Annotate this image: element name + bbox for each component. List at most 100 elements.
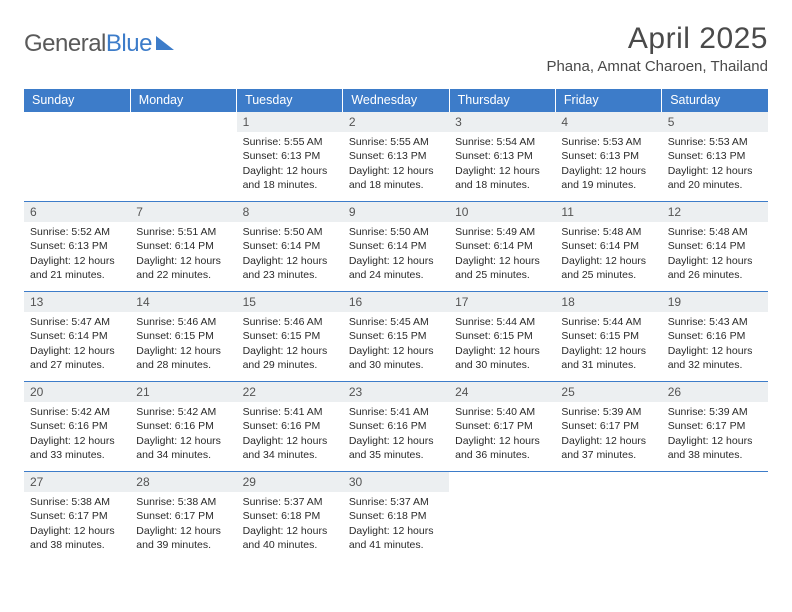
day-details: Sunrise: 5:46 AMSunset: 6:15 PMDaylight:… bbox=[130, 312, 236, 376]
day-number: 22 bbox=[237, 382, 343, 402]
day-details: Sunrise: 5:37 AMSunset: 6:18 PMDaylight:… bbox=[343, 492, 449, 556]
sunset-line: Sunset: 6:16 PM bbox=[668, 329, 762, 343]
day-number: 27 bbox=[24, 472, 130, 492]
calendar-day-cell: 11Sunrise: 5:48 AMSunset: 6:14 PMDayligh… bbox=[555, 202, 661, 292]
sunrise-line: Sunrise: 5:55 AM bbox=[243, 135, 337, 149]
sunset-line: Sunset: 6:17 PM bbox=[30, 509, 124, 523]
calendar-day-cell: .. bbox=[130, 112, 236, 202]
sunrise-line: Sunrise: 5:38 AM bbox=[30, 495, 124, 509]
day-number: 10 bbox=[449, 202, 555, 222]
day-details: Sunrise: 5:41 AMSunset: 6:16 PMDaylight:… bbox=[343, 402, 449, 466]
sunset-line: Sunset: 6:18 PM bbox=[349, 509, 443, 523]
day-details: Sunrise: 5:46 AMSunset: 6:15 PMDaylight:… bbox=[237, 312, 343, 376]
calendar-day-cell: .. bbox=[24, 112, 130, 202]
sunset-line: Sunset: 6:15 PM bbox=[455, 329, 549, 343]
day-number: 25 bbox=[555, 382, 661, 402]
calendar-day-cell: 12Sunrise: 5:48 AMSunset: 6:14 PMDayligh… bbox=[662, 202, 768, 292]
daylight-line: Daylight: 12 hours and 28 minutes. bbox=[136, 344, 230, 372]
day-details: Sunrise: 5:44 AMSunset: 6:15 PMDaylight:… bbox=[555, 312, 661, 376]
calendar-day-cell: 17Sunrise: 5:44 AMSunset: 6:15 PMDayligh… bbox=[449, 292, 555, 382]
day-number: 13 bbox=[24, 292, 130, 312]
sunrise-line: Sunrise: 5:50 AM bbox=[349, 225, 443, 239]
calendar-day-cell: 23Sunrise: 5:41 AMSunset: 6:16 PMDayligh… bbox=[343, 382, 449, 472]
calendar-day-cell: 9Sunrise: 5:50 AMSunset: 6:14 PMDaylight… bbox=[343, 202, 449, 292]
sunset-line: Sunset: 6:13 PM bbox=[668, 149, 762, 163]
calendar-header-row: SundayMondayTuesdayWednesdayThursdayFrid… bbox=[24, 89, 768, 112]
day-number: 14 bbox=[130, 292, 236, 312]
sunset-line: Sunset: 6:13 PM bbox=[243, 149, 337, 163]
calendar-day-cell: 7Sunrise: 5:51 AMSunset: 6:14 PMDaylight… bbox=[130, 202, 236, 292]
calendar-day-cell: 25Sunrise: 5:39 AMSunset: 6:17 PMDayligh… bbox=[555, 382, 661, 472]
daylight-line: Daylight: 12 hours and 34 minutes. bbox=[136, 434, 230, 462]
sunrise-line: Sunrise: 5:49 AM bbox=[455, 225, 549, 239]
sunrise-line: Sunrise: 5:54 AM bbox=[455, 135, 549, 149]
daylight-line: Daylight: 12 hours and 19 minutes. bbox=[561, 164, 655, 192]
calendar-day-cell: 26Sunrise: 5:39 AMSunset: 6:17 PMDayligh… bbox=[662, 382, 768, 472]
daylight-line: Daylight: 12 hours and 36 minutes. bbox=[455, 434, 549, 462]
sunrise-line: Sunrise: 5:38 AM bbox=[136, 495, 230, 509]
day-number: 28 bbox=[130, 472, 236, 492]
calendar-day-cell: 16Sunrise: 5:45 AMSunset: 6:15 PMDayligh… bbox=[343, 292, 449, 382]
daylight-line: Daylight: 12 hours and 30 minutes. bbox=[349, 344, 443, 372]
calendar-day-cell: 29Sunrise: 5:37 AMSunset: 6:18 PMDayligh… bbox=[237, 472, 343, 562]
calendar-week-row: 27Sunrise: 5:38 AMSunset: 6:17 PMDayligh… bbox=[24, 472, 768, 562]
calendar-day-cell: 20Sunrise: 5:42 AMSunset: 6:16 PMDayligh… bbox=[24, 382, 130, 472]
day-details: Sunrise: 5:53 AMSunset: 6:13 PMDaylight:… bbox=[662, 132, 768, 196]
sunrise-line: Sunrise: 5:48 AM bbox=[561, 225, 655, 239]
sunset-line: Sunset: 6:16 PM bbox=[349, 419, 443, 433]
day-number: 30 bbox=[343, 472, 449, 492]
sunset-line: Sunset: 6:17 PM bbox=[561, 419, 655, 433]
day-details: Sunrise: 5:55 AMSunset: 6:13 PMDaylight:… bbox=[237, 132, 343, 196]
calendar-day-cell: 6Sunrise: 5:52 AMSunset: 6:13 PMDaylight… bbox=[24, 202, 130, 292]
daylight-line: Daylight: 12 hours and 29 minutes. bbox=[243, 344, 337, 372]
calendar-day-cell: 22Sunrise: 5:41 AMSunset: 6:16 PMDayligh… bbox=[237, 382, 343, 472]
day-details: Sunrise: 5:47 AMSunset: 6:14 PMDaylight:… bbox=[24, 312, 130, 376]
day-number: 15 bbox=[237, 292, 343, 312]
calendar-week-row: ....1Sunrise: 5:55 AMSunset: 6:13 PMDayl… bbox=[24, 112, 768, 202]
day-details: Sunrise: 5:39 AMSunset: 6:17 PMDaylight:… bbox=[555, 402, 661, 466]
day-details: Sunrise: 5:48 AMSunset: 6:14 PMDaylight:… bbox=[555, 222, 661, 286]
day-number: 1 bbox=[237, 112, 343, 132]
daylight-line: Daylight: 12 hours and 33 minutes. bbox=[30, 434, 124, 462]
sunset-line: Sunset: 6:16 PM bbox=[30, 419, 124, 433]
daylight-line: Daylight: 12 hours and 22 minutes. bbox=[136, 254, 230, 282]
day-details: Sunrise: 5:39 AMSunset: 6:17 PMDaylight:… bbox=[662, 402, 768, 466]
day-number: 20 bbox=[24, 382, 130, 402]
daylight-line: Daylight: 12 hours and 38 minutes. bbox=[30, 524, 124, 552]
sunset-line: Sunset: 6:14 PM bbox=[136, 239, 230, 253]
day-details: Sunrise: 5:38 AMSunset: 6:17 PMDaylight:… bbox=[24, 492, 130, 556]
calendar-day-cell: 13Sunrise: 5:47 AMSunset: 6:14 PMDayligh… bbox=[24, 292, 130, 382]
day-details: Sunrise: 5:52 AMSunset: 6:13 PMDaylight:… bbox=[24, 222, 130, 286]
calendar-table: SundayMondayTuesdayWednesdayThursdayFrid… bbox=[24, 89, 768, 562]
daylight-line: Daylight: 12 hours and 37 minutes. bbox=[561, 434, 655, 462]
title-block: April 2025 Phana, Amnat Charoen, Thailan… bbox=[546, 22, 768, 75]
day-number: 24 bbox=[449, 382, 555, 402]
sunrise-line: Sunrise: 5:41 AM bbox=[243, 405, 337, 419]
sunset-line: Sunset: 6:14 PM bbox=[561, 239, 655, 253]
sunrise-line: Sunrise: 5:39 AM bbox=[561, 405, 655, 419]
day-number: 18 bbox=[555, 292, 661, 312]
day-details: Sunrise: 5:49 AMSunset: 6:14 PMDaylight:… bbox=[449, 222, 555, 286]
page-title: April 2025 bbox=[546, 22, 768, 56]
calendar-week-row: 13Sunrise: 5:47 AMSunset: 6:14 PMDayligh… bbox=[24, 292, 768, 382]
sunrise-line: Sunrise: 5:46 AM bbox=[243, 315, 337, 329]
sunrise-line: Sunrise: 5:37 AM bbox=[349, 495, 443, 509]
day-details: Sunrise: 5:55 AMSunset: 6:13 PMDaylight:… bbox=[343, 132, 449, 196]
daylight-line: Daylight: 12 hours and 18 minutes. bbox=[349, 164, 443, 192]
day-number: 4 bbox=[555, 112, 661, 132]
weekday-header: Friday bbox=[555, 89, 661, 112]
sunrise-line: Sunrise: 5:53 AM bbox=[668, 135, 762, 149]
day-details: Sunrise: 5:40 AMSunset: 6:17 PMDaylight:… bbox=[449, 402, 555, 466]
sunrise-line: Sunrise: 5:50 AM bbox=[243, 225, 337, 239]
sunset-line: Sunset: 6:14 PM bbox=[30, 329, 124, 343]
calendar-day-cell: 15Sunrise: 5:46 AMSunset: 6:15 PMDayligh… bbox=[237, 292, 343, 382]
brand-part1: General bbox=[24, 30, 106, 57]
day-number: 19 bbox=[662, 292, 768, 312]
calendar-day-cell: 30Sunrise: 5:37 AMSunset: 6:18 PMDayligh… bbox=[343, 472, 449, 562]
day-details: Sunrise: 5:48 AMSunset: 6:14 PMDaylight:… bbox=[662, 222, 768, 286]
daylight-line: Daylight: 12 hours and 30 minutes. bbox=[455, 344, 549, 372]
calendar-day-cell: 24Sunrise: 5:40 AMSunset: 6:17 PMDayligh… bbox=[449, 382, 555, 472]
day-details: Sunrise: 5:53 AMSunset: 6:13 PMDaylight:… bbox=[555, 132, 661, 196]
day-number: 16 bbox=[343, 292, 449, 312]
day-details: Sunrise: 5:54 AMSunset: 6:13 PMDaylight:… bbox=[449, 132, 555, 196]
